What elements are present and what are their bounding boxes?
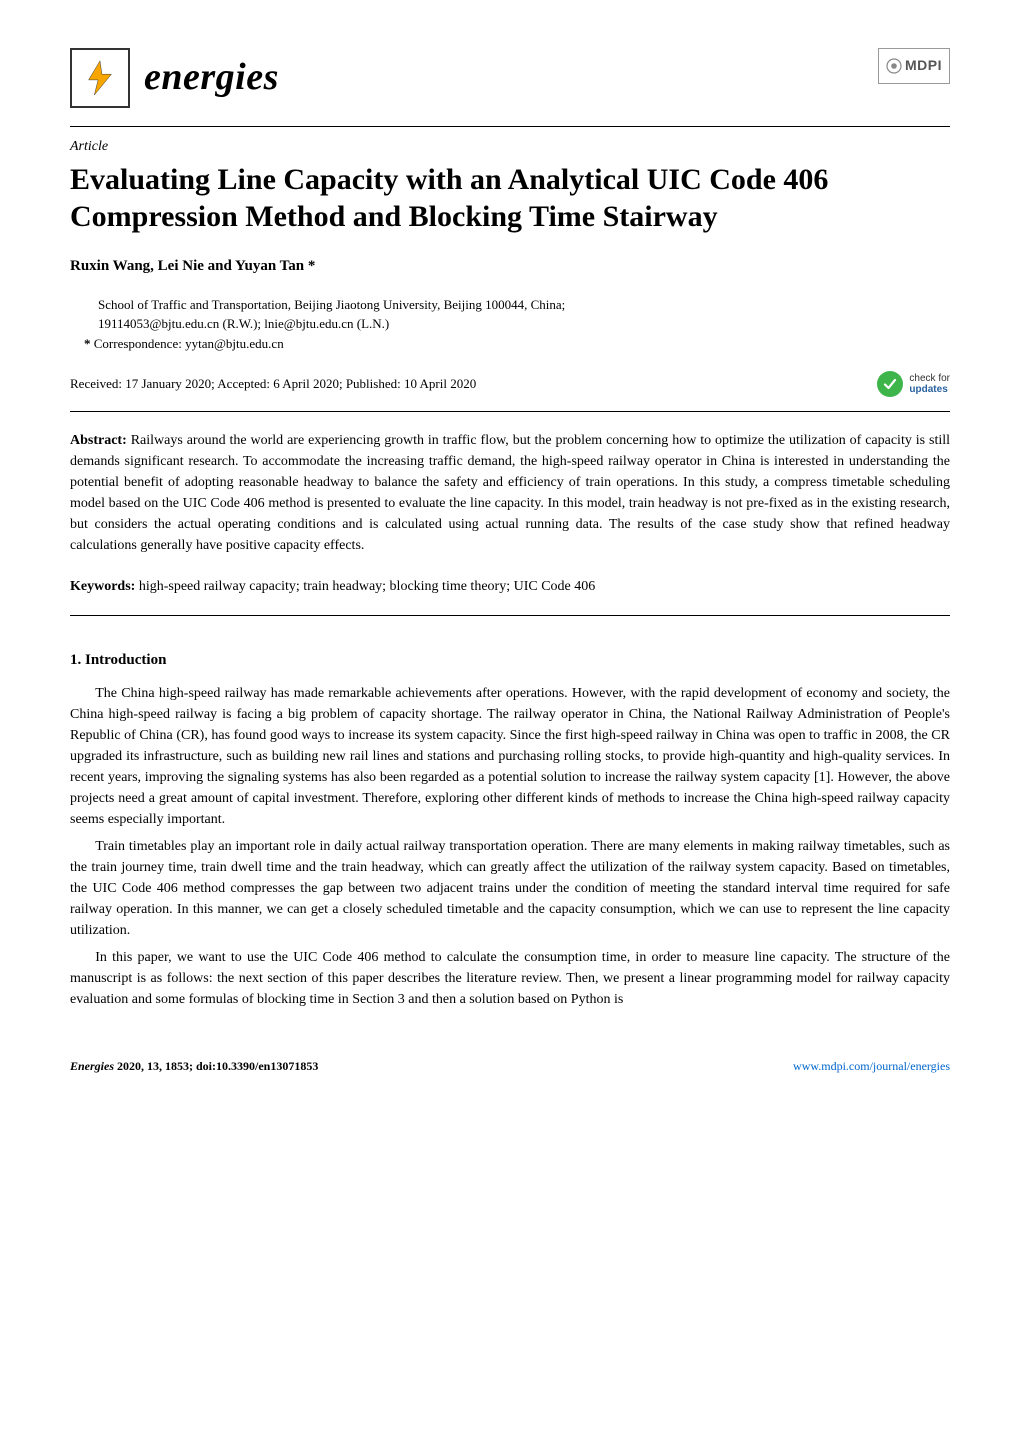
section1-para2: Train timetables play an important role … [70, 836, 950, 941]
footer-row: Energies 2020, 13, 1853; doi:10.3390/en1… [70, 1058, 950, 1075]
energies-logo-icon [70, 48, 130, 108]
article-type: Article [70, 137, 950, 157]
affiliation: School of Traffic and Transportation, Be… [98, 295, 950, 315]
author-emails: 19114053@bjtu.edu.cn (R.W.); lnie@bjtu.e… [98, 314, 950, 334]
check-updates-line1: check for [909, 373, 950, 384]
keywords-label: Keywords: [70, 579, 135, 594]
footer-year-vol: 2020, 13, 1853; doi:10.3390/en13071853 [114, 1059, 318, 1073]
abstract-text: Railways around the world are experienci… [70, 433, 950, 553]
affiliation-block: School of Traffic and Transportation, Be… [98, 295, 950, 354]
check-updates-line2: updates [909, 384, 950, 395]
rule-under-keywords [70, 615, 950, 616]
check-updates-text: check for updates [909, 373, 950, 395]
section1-para3: In this paper, we want to use the UIC Co… [70, 947, 950, 1010]
dates-text: Received: 17 January 2020; Accepted: 6 A… [70, 375, 476, 393]
check-updates-icon [877, 371, 903, 397]
publisher-abbrev: MDPI [905, 56, 942, 76]
rule-top [70, 126, 950, 127]
footer-right: www.mdpi.com/journal/energies [793, 1058, 950, 1075]
check-for-updates-badge[interactable]: check for updates [877, 371, 950, 397]
section-1-heading: 1. Introduction [70, 650, 950, 671]
abstract-label: Abstract: [70, 433, 127, 448]
section1-para1: The China high-speed railway has made re… [70, 683, 950, 830]
mdpi-icon [886, 58, 902, 74]
journal-url-link[interactable]: www.mdpi.com/journal/energies [793, 1059, 950, 1073]
journal-name: energies [144, 51, 279, 104]
journal-logo-block: energies [70, 48, 279, 108]
keywords-paragraph: Keywords: high-speed railway capacity; t… [70, 576, 950, 597]
authors-line: Ruxin Wang, Lei Nie and Yuyan Tan * [70, 256, 950, 277]
rule-under-dates [70, 411, 950, 412]
correspondence: Correspondence: yytan@bjtu.edu.cn [98, 334, 950, 354]
mdpi-logo: MDPI [878, 48, 950, 84]
footer-journal: Energies [70, 1059, 114, 1073]
header-row: energies MDPI [70, 48, 950, 108]
dates-row: Received: 17 January 2020; Accepted: 6 A… [70, 371, 950, 397]
article-title: Evaluating Line Capacity with an Analyti… [70, 161, 950, 236]
abstract-paragraph: Abstract: Railways around the world are … [70, 430, 950, 556]
footer-left: Energies 2020, 13, 1853; doi:10.3390/en1… [70, 1058, 318, 1075]
keywords-text: high-speed railway capacity; train headw… [139, 579, 595, 594]
